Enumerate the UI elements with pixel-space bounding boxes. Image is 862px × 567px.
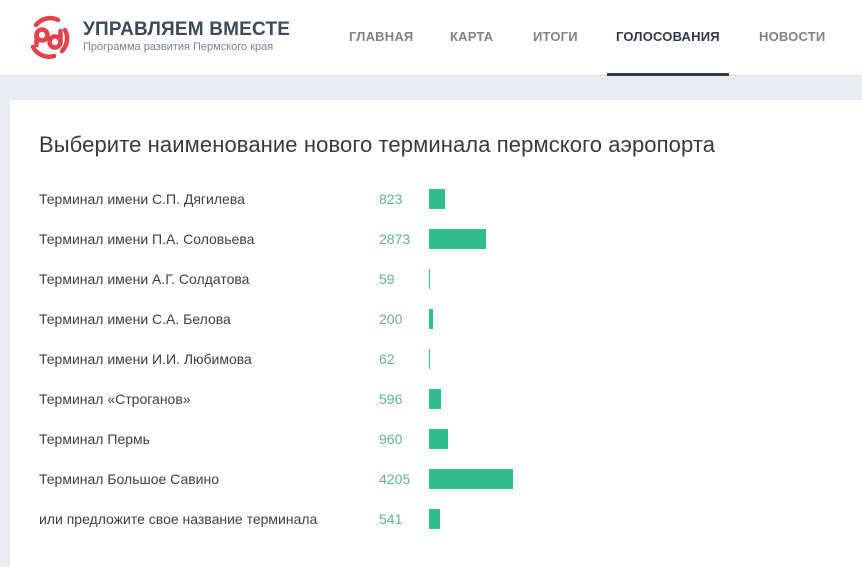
option-bar [429,309,433,329]
nav-item-news[interactable]: НОВОСТИ [759,29,826,44]
option-votes: 823 [379,191,403,207]
option-bar [429,349,430,369]
site-header: УПРАВЛЯЕМ ВМЕСТЕ Программа развития Перм… [0,0,862,76]
nav-item-map[interactable]: КАРТА [450,29,494,44]
nav-item-results[interactable]: ИТОГИ [533,29,578,44]
option-votes: 541 [379,511,403,527]
poll-option-row: или предложите свое название терминала 5… [10,509,862,550]
poll-option-row: Терминал имени А.Г. Солдатова 59 [10,269,862,310]
brand-title[interactable]: УПРАВЛЯЕМ ВМЕСТЕ [83,19,291,40]
poll-option-row: Терминал Пермь 960 [10,429,862,470]
option-label[interactable]: Терминал имени С.П. Дягилева [39,191,245,207]
option-bar [429,469,513,489]
option-votes: 62 [379,351,395,367]
option-label[interactable]: или предложите свое название терминала [39,511,318,527]
option-label[interactable]: Терминал имени С.А. Белова [39,311,231,327]
option-label[interactable]: Терминал Большое Савино [39,471,220,487]
nav-item-votes[interactable]: ГОЛОСОВАНИЯ [616,29,720,44]
poll-option-row: Терминал «Строганов» 596 [10,389,862,430]
option-bar [429,389,441,409]
option-bar [429,269,430,289]
nav-item-main[interactable]: ГЛАВНАЯ [349,29,414,44]
option-votes: 200 [379,311,403,327]
option-votes: 596 [379,391,403,407]
option-label[interactable]: Терминал имени П.А. Соловьева [39,231,255,247]
poll-card: Выберите наименование нового терминала п… [10,100,862,567]
active-tab-indicator [607,73,729,76]
option-bar [429,189,445,209]
option-bar [429,509,440,529]
poll-option-row: Терминал имени П.А. Соловьева 2873 [10,229,862,270]
poll-option-row: Терминал имени С.П. Дягилева 823 [10,189,862,230]
option-votes: 960 [379,431,403,447]
logo-circle-icon[interactable] [28,15,70,59]
option-bar [429,429,448,449]
option-bar [429,229,486,249]
poll-option-row: Терминал имени С.А. Белова 200 [10,309,862,350]
option-label[interactable]: Терминал имени А.Г. Солдатова [39,271,250,287]
option-label[interactable]: Терминал имени И.И. Любимова [39,351,252,367]
option-votes: 59 [379,271,395,287]
option-label[interactable]: Терминал «Строганов» [39,391,191,407]
option-votes: 2873 [379,231,411,247]
option-label[interactable]: Терминал Пермь [39,431,150,447]
poll-question: Выберите наименование нового терминала п… [39,132,716,157]
option-votes: 4205 [379,471,411,487]
brand-subtitle: Программа развития Пермского края [83,41,274,53]
poll-option-row: Терминал Большое Савино 4205 [10,469,862,510]
poll-option-row: Терминал имени И.И. Любимова 62 [10,349,862,390]
